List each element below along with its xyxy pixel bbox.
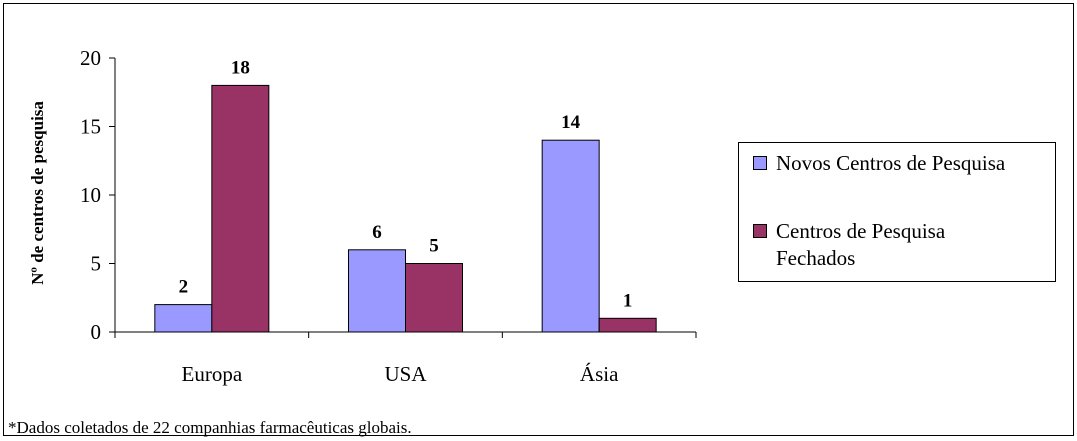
legend-swatch-fechados xyxy=(753,224,767,238)
data-label: 6 xyxy=(372,222,382,243)
x-tick-label: Ásia xyxy=(580,362,619,386)
legend-label-novos: Novos Centros de Pesquisa xyxy=(776,151,1006,175)
legend-item-fechados: Centros de Pesquisa Fechados xyxy=(753,218,1053,272)
footnote: *Dados coletados de 22 companhias farmac… xyxy=(8,418,412,437)
legend-label-fechados: Centros de Pesquisa Fechados xyxy=(776,219,946,270)
legend-item-novos: Novos Centros de Pesquisa xyxy=(753,150,1053,177)
data-labels: 2 18 6 5 14 1 xyxy=(179,57,633,311)
y-tick-label: 20 xyxy=(80,46,101,70)
bar-novos-centros-de-pesquisa-usa xyxy=(348,249,406,333)
y-axis-title: Nº de centros de pesquisa xyxy=(28,101,47,285)
legend-swatch-novos xyxy=(753,156,767,170)
bar-centros-de-pesquisa-fechados-europa xyxy=(211,84,270,333)
y-tick-label: 15 xyxy=(80,115,101,139)
x-tick-label: Europa xyxy=(182,362,243,386)
bar-novos-centros-de-pesquisa-europa xyxy=(154,304,213,333)
bars xyxy=(154,84,657,333)
bar-centros-de-pesquisa-fechados--sia xyxy=(598,317,657,333)
data-label: 14 xyxy=(561,112,581,133)
y-tick-label: 0 xyxy=(91,320,102,344)
y-tick-label: 5 xyxy=(91,252,102,276)
bar-novos-centros-de-pesquisa--sia xyxy=(541,139,600,333)
data-label: 1 xyxy=(623,290,633,311)
data-label: 5 xyxy=(429,236,439,257)
y-tick-label: 10 xyxy=(80,183,101,207)
legend: Novos Centros de Pesquisa Centros de Pes… xyxy=(738,142,1056,282)
x-tick-label: USA xyxy=(384,362,427,386)
data-label: 18 xyxy=(231,57,250,78)
bar-centros-de-pesquisa-fechados-usa xyxy=(405,263,463,333)
data-label: 2 xyxy=(179,277,189,298)
